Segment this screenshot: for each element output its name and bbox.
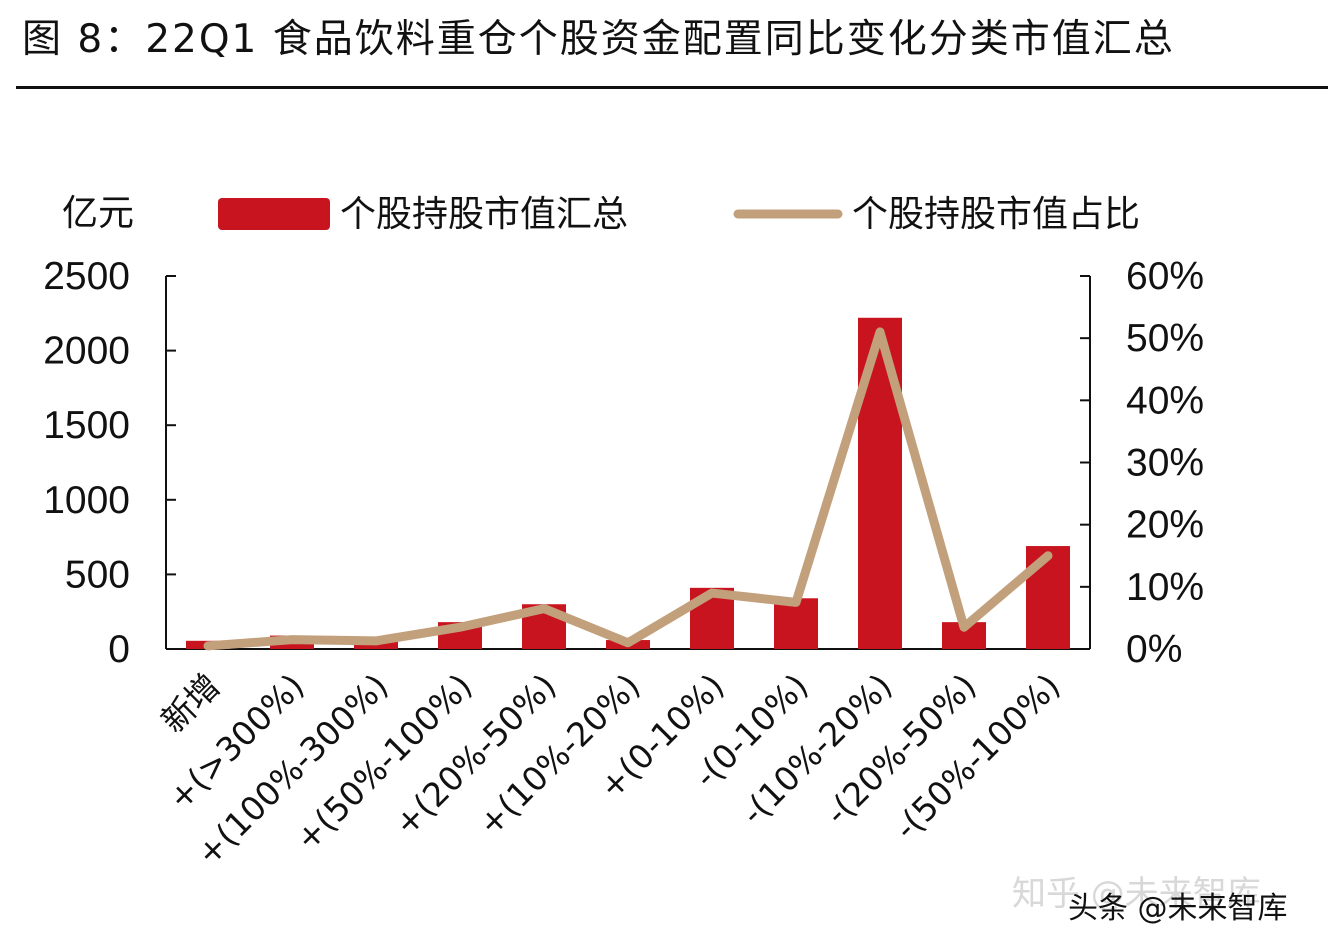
line-point — [795, 601, 797, 604]
x-tick-label: 新增 — [153, 666, 227, 740]
y-unit-label: 亿元 — [62, 193, 134, 234]
figure-title: 图 8：22Q1 食品饮料重仓个股资金配置同比变化分类市值汇总 — [22, 17, 1175, 62]
y-right-tick-label: 20% — [1126, 504, 1204, 547]
y-right-tick-label: 0% — [1126, 628, 1182, 671]
x-tick-labels: 新增+(>300%)+(100%-300%)+(50%-100%)+(20%-5… — [153, 666, 1067, 873]
y-left-tick-label: 0 — [108, 628, 130, 671]
line-point — [627, 641, 629, 644]
line-point — [879, 330, 881, 333]
y-left-tick-label: 2500 — [43, 255, 130, 298]
share-line — [203, 327, 1053, 651]
line-series — [203, 327, 1053, 651]
legend-bar-swatch — [218, 198, 330, 230]
legend-bar-label: 个股持股市值汇总 — [340, 194, 628, 235]
watermark-text: 知乎 @未来智库 — [1012, 874, 1261, 914]
watermark-overlay: 头条 @未来智库 — [1068, 891, 1288, 926]
y-right-tick-label: 10% — [1126, 566, 1204, 609]
line-point — [543, 607, 545, 610]
line-point — [207, 644, 209, 647]
legend-line-label: 个股持股市值占比 — [852, 194, 1140, 235]
y-left-ticks: 0 500 1000 1500 2000 2500 — [43, 255, 176, 671]
line-point — [711, 592, 713, 595]
y-left-tick-label: 1500 — [43, 404, 130, 447]
y-left-tick-label: 2000 — [43, 330, 130, 373]
y-left-tick-label: 500 — [65, 553, 130, 596]
line-point — [1047, 554, 1049, 557]
y-right-tick-label: 40% — [1126, 379, 1204, 422]
y-right-tick-label: 30% — [1126, 442, 1204, 485]
title-rule — [16, 86, 1328, 89]
legend: 个股持股市值汇总 个股持股市值占比 — [218, 194, 1140, 235]
y-right-tick-label: 60% — [1126, 255, 1204, 298]
line-point — [291, 638, 293, 641]
y-right-ticks: 0% 10% 20% 30% 40% 50% 60% — [1080, 255, 1204, 671]
y-right-tick-label: 50% — [1126, 317, 1204, 360]
line-point — [963, 626, 965, 629]
y-left-tick-label: 1000 — [43, 479, 130, 522]
line-point — [375, 639, 377, 642]
line-point — [459, 626, 461, 629]
bar-series — [186, 317, 1070, 649]
